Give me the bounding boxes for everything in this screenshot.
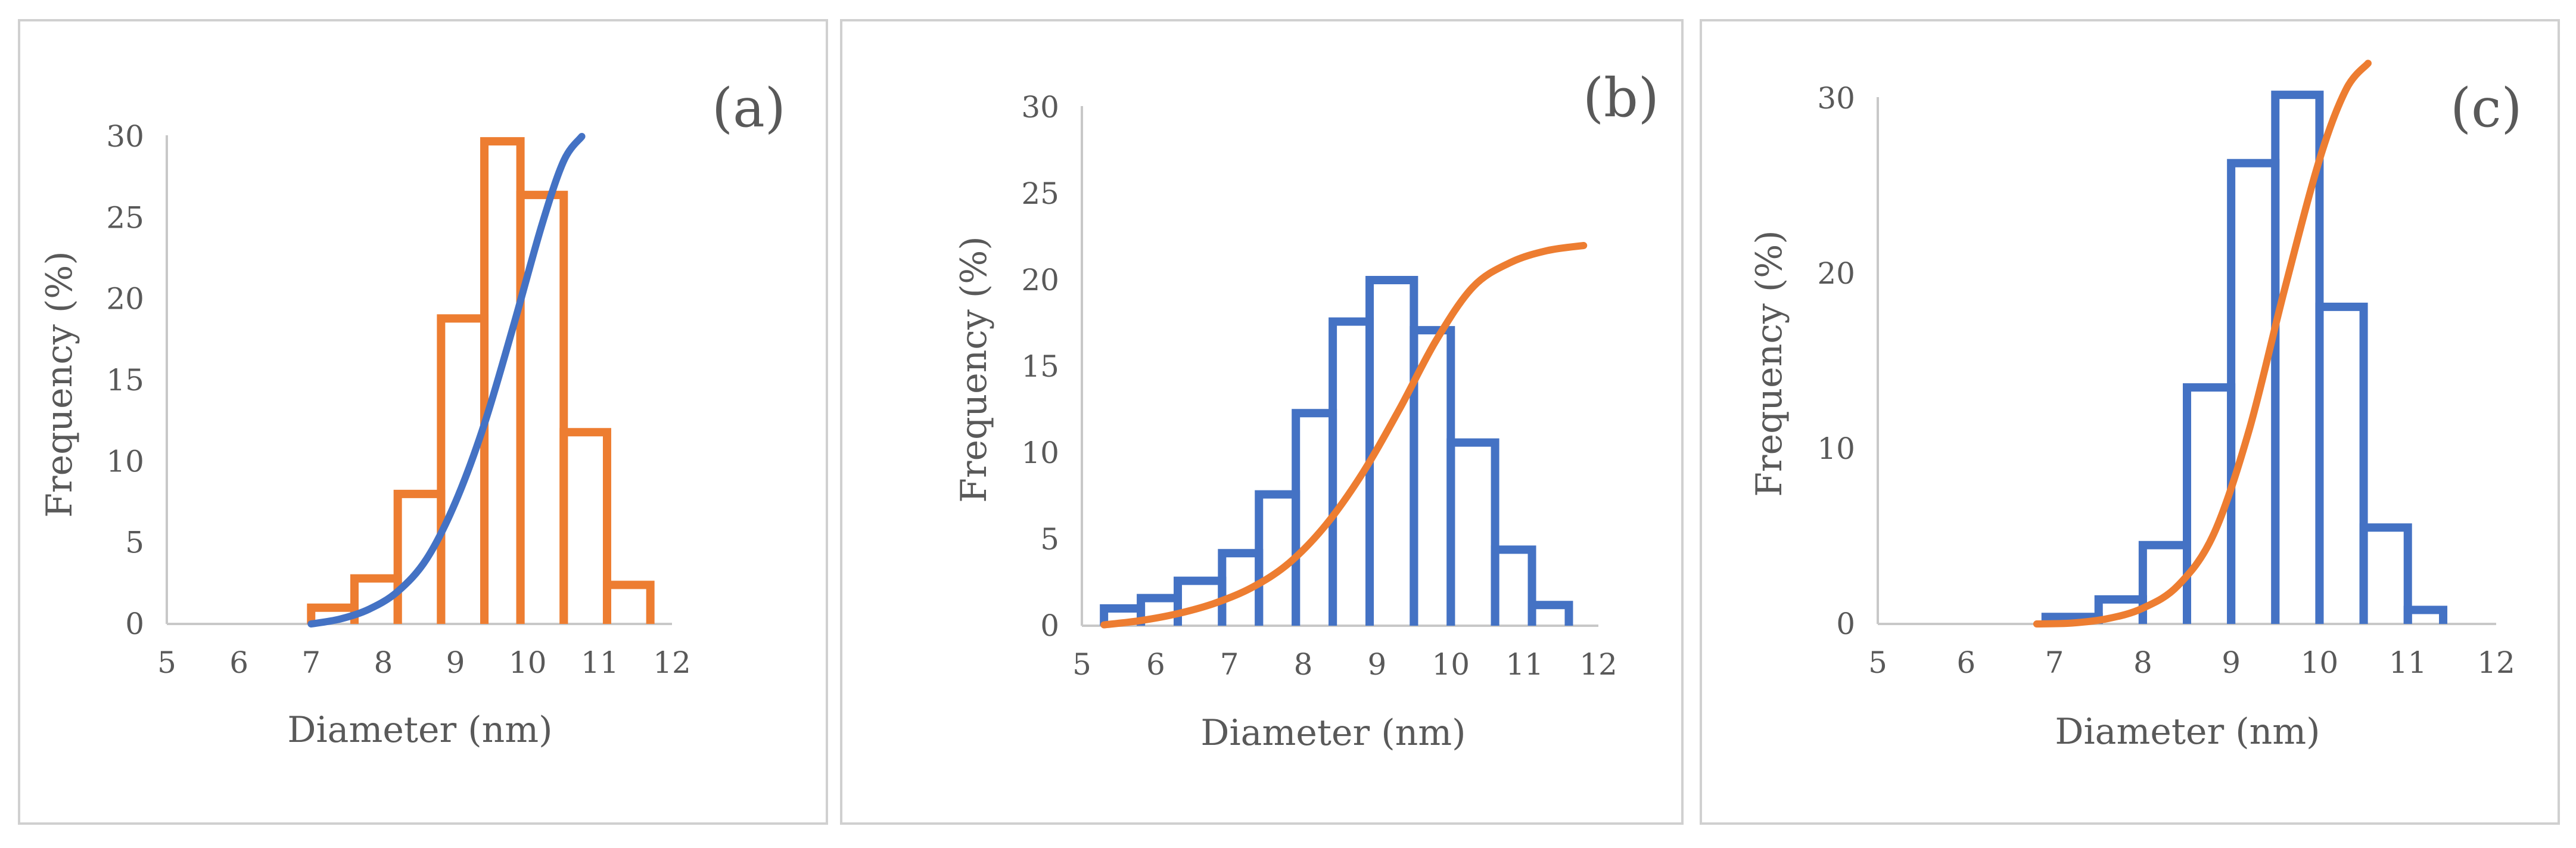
y-axis-title: Frequency (%)	[1749, 230, 1790, 496]
histogram-bar	[559, 428, 611, 624]
x-tick-label: 12	[2477, 645, 2515, 680]
x-tick-label: 5	[1072, 647, 1091, 682]
plot-area: 0 10 20 30 5 6 7 8 9 10 11 12	[1817, 60, 2515, 680]
y-tick-label: 0	[1836, 607, 1855, 641]
y-tick-label: 20	[1021, 263, 1059, 297]
x-tick-label: 6	[229, 645, 248, 680]
y-tick-label: 30	[106, 119, 144, 154]
y-tick-label: 5	[125, 526, 144, 560]
y-tick-label: 10	[1021, 436, 1059, 470]
x-tick-label: 9	[2222, 645, 2241, 680]
x-tick-label: 6	[1956, 645, 1975, 680]
histogram-bar	[602, 580, 655, 624]
x-tick-label: 12	[1579, 647, 1617, 682]
x-tick-label: 8	[2133, 645, 2152, 680]
fit-curve	[2033, 60, 2372, 628]
panel-a-frame	[18, 19, 828, 825]
x-tick-label: 7	[2045, 645, 2064, 680]
histogram-bar	[2315, 302, 2368, 624]
fit-curve	[307, 133, 586, 628]
x-tick-label: 8	[1294, 647, 1313, 682]
y-tick-label: 20	[1817, 256, 1855, 291]
x-tick-label: 9	[446, 645, 465, 680]
y-tick-label: 10	[106, 444, 144, 479]
y-tick-label: 25	[106, 200, 144, 235]
histogram-bar	[1527, 601, 1573, 626]
panel-b-frame	[840, 19, 1684, 825]
x-tick-label: 11	[2389, 645, 2427, 680]
y-tick-label: 0	[125, 607, 144, 641]
y-tick-label: 0	[1040, 608, 1059, 643]
histogram-bar	[1446, 438, 1499, 626]
y-axis-title: Frequency (%)	[953, 236, 995, 502]
x-tick-label: 10	[2301, 645, 2339, 680]
x-axis-title: Diameter (nm)	[1200, 712, 1466, 754]
y-tick-label: 30	[1021, 90, 1059, 125]
y-tick-label: 10	[1817, 431, 1855, 466]
y-tick-label: 15	[1021, 349, 1059, 384]
x-tick-label: 11	[581, 645, 619, 680]
chart-panel-c: 0 10 20 30 5 6 7 8 9 10 11 12 (c) Diameter (nm) Fre…	[1749, 60, 2522, 753]
y-axis-title: Frequency (%)	[39, 251, 80, 517]
fit-curve	[1100, 242, 1588, 629]
x-tick-label: 6	[1146, 647, 1165, 682]
x-tick-label: 10	[1432, 647, 1470, 682]
x-tick-label: 10	[509, 645, 547, 680]
histogram-bar	[2403, 605, 2448, 624]
x-tick-label: 11	[1505, 647, 1544, 682]
x-tick-label: 8	[374, 645, 393, 680]
x-tick-label: 7	[301, 645, 321, 680]
y-tick-label: 20	[106, 282, 144, 316]
panel-label: (a)	[712, 77, 786, 139]
y-tick-label: 15	[106, 363, 144, 397]
y-tick-label: 25	[1021, 176, 1059, 211]
x-tick-label: 12	[653, 645, 691, 680]
panel-label: (b)	[1583, 67, 1659, 129]
y-tick-label: 30	[1817, 81, 1855, 116]
histogram-bar	[516, 191, 568, 624]
x-tick-label: 5	[157, 645, 176, 680]
x-tick-label: 5	[1868, 645, 1887, 680]
x-axis-title: Diameter (nm)	[287, 709, 552, 751]
y-tick-label: 5	[1040, 522, 1059, 557]
panel-label: (c)	[2450, 77, 2522, 139]
x-axis-title: Diameter (nm)	[2055, 711, 2320, 753]
histogram-bar	[2359, 523, 2412, 624]
histogram-bar	[1491, 545, 1536, 626]
panel-c-frame	[1700, 19, 2560, 825]
x-tick-label: 7	[1220, 647, 1239, 682]
x-tick-label: 9	[1368, 647, 1387, 682]
